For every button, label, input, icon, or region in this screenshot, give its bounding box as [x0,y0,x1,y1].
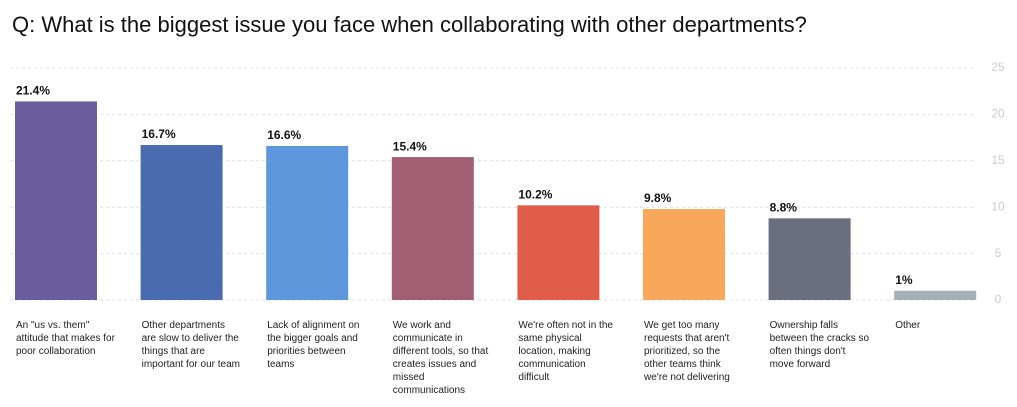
x-tick-label: Other [895,320,921,331]
x-tick-label: Other departments are slow to deliver th… [141,320,240,370]
x-tick-label: An "us vs. them" attitude that makes for… [16,320,115,357]
value-label: 21.4% [16,84,50,98]
value-label: 8.8% [770,201,798,215]
x-tick-label: Ownership falls between the cracks so of… [769,320,870,370]
bar [15,101,97,301]
x-tick-label: We work and communicate in different too… [392,320,489,396]
y-tick-label: 5 [995,246,1002,260]
chart-title: Q: What is the biggest issue you face wh… [12,12,807,37]
bar [517,205,600,300]
x-tick-label: Lack of alignment on the bigger goals an… [267,320,360,370]
value-label: 1% [895,273,913,287]
bar [140,145,223,300]
y-tick-label: 15 [991,153,1005,167]
value-label: 16.6% [267,128,301,142]
bar [266,145,349,300]
bar [643,209,725,300]
y-tick-label: 0 [995,292,1002,306]
y-tick-label: 25 [991,60,1005,74]
value-label: 10.2% [518,188,552,202]
bar [894,290,977,300]
x-tick-label: We get too many requests that aren't pri… [644,320,730,383]
value-label: 15.4% [393,139,427,153]
y-tick-label: 20 [991,107,1005,121]
bar [768,218,851,300]
y-tick-label: 10 [991,199,1005,213]
value-label: 9.8% [644,191,672,205]
bar [391,157,474,300]
value-label: 16.7% [142,127,176,141]
x-tick-label: We're often not in the same physical loc… [518,320,613,383]
